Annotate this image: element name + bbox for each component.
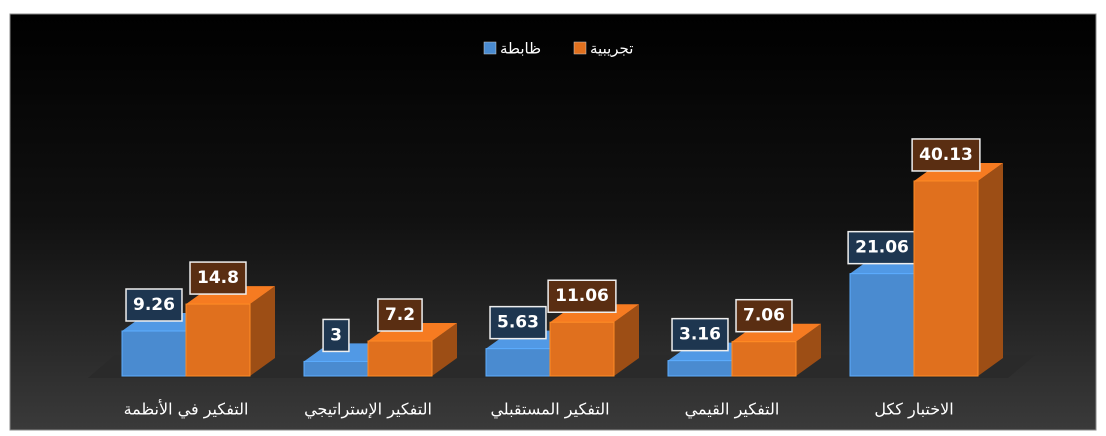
- data-label-box: [489, 305, 547, 340]
- data-label: 40.13: [919, 145, 973, 165]
- data-label-box: [189, 261, 247, 295]
- bar-front: [667, 360, 733, 377]
- bar-front: [121, 330, 187, 377]
- legend-label: تجريبية: [590, 40, 633, 58]
- data-label: 9.26: [133, 295, 175, 315]
- data-label-box: [735, 298, 793, 333]
- bar-front: [913, 180, 979, 377]
- bar-side: [796, 323, 821, 376]
- bar-side: [432, 323, 457, 376]
- x-tick-label: التفكير الإستراتيجي: [304, 400, 432, 420]
- data-label-box: [377, 298, 423, 332]
- bar-front: [485, 348, 551, 377]
- data-label: 3: [330, 325, 342, 345]
- x-tick-label: التفكير المستقبلي: [490, 400, 609, 420]
- bar-front: [303, 360, 369, 377]
- bar: [731, 323, 821, 377]
- data-label: 21.06: [855, 238, 909, 258]
- data-label-box: [125, 288, 183, 322]
- data-label: 7.2: [385, 305, 415, 325]
- x-tick-label: الاختبار ككل: [874, 400, 953, 420]
- bar: [549, 304, 639, 377]
- data-label: 3.16: [679, 325, 721, 345]
- legend-label: ظابطة: [500, 40, 541, 58]
- bar-side: [250, 286, 275, 376]
- bar-front: [549, 321, 615, 377]
- bar: [913, 162, 1003, 377]
- data-label-box: [671, 317, 729, 352]
- bar-side: [978, 162, 1003, 376]
- bar: [185, 286, 275, 377]
- data-label-box: [322, 318, 350, 353]
- data-label-box: [911, 138, 981, 172]
- bar-front: [731, 341, 797, 377]
- bar-front: [367, 340, 433, 377]
- legend-swatch: [483, 41, 497, 55]
- data-label-box: [847, 230, 917, 265]
- x-tick-label: التفكير في الأنظمة: [124, 399, 249, 420]
- data-label: 14.8: [197, 268, 239, 288]
- data-label-box: [547, 279, 617, 313]
- data-label: 7.06: [743, 306, 785, 326]
- bar-front: [185, 303, 251, 377]
- bar-front: [849, 273, 915, 377]
- bar-side: [614, 304, 639, 376]
- x-tick-label: التفكير القيمي: [685, 400, 780, 420]
- data-label: 11.06: [555, 286, 609, 306]
- legend-swatch: [573, 41, 587, 55]
- data-label: 5.63: [497, 313, 539, 333]
